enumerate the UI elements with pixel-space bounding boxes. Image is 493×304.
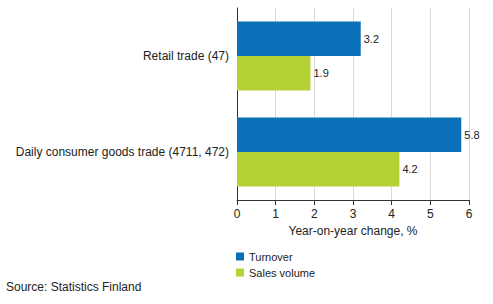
svg-text:Year-on-year change, %: Year-on-year change, %	[289, 224, 418, 238]
svg-text:2: 2	[311, 207, 318, 221]
svg-text:Source: Statistics Finland: Source: Statistics Finland	[6, 280, 141, 294]
svg-text:Daily consumer goods trade (47: Daily consumer goods trade (4711, 472)	[16, 145, 229, 159]
svg-text:4: 4	[388, 207, 395, 221]
svg-text:Retail trade (47): Retail trade (47)	[143, 49, 229, 63]
svg-text:1.9: 1.9	[313, 67, 328, 79]
svg-text:Sales volume: Sales volume	[249, 267, 315, 279]
svg-text:4.2: 4.2	[402, 163, 417, 175]
svg-text:3.2: 3.2	[364, 33, 379, 45]
svg-text:3: 3	[350, 207, 357, 221]
svg-text:0: 0	[234, 207, 241, 221]
svg-text:6: 6	[466, 207, 473, 221]
svg-text:Turnover: Turnover	[249, 251, 293, 263]
svg-text:1: 1	[272, 207, 279, 221]
svg-text:5.8: 5.8	[464, 129, 479, 141]
svg-text:5: 5	[427, 207, 434, 221]
